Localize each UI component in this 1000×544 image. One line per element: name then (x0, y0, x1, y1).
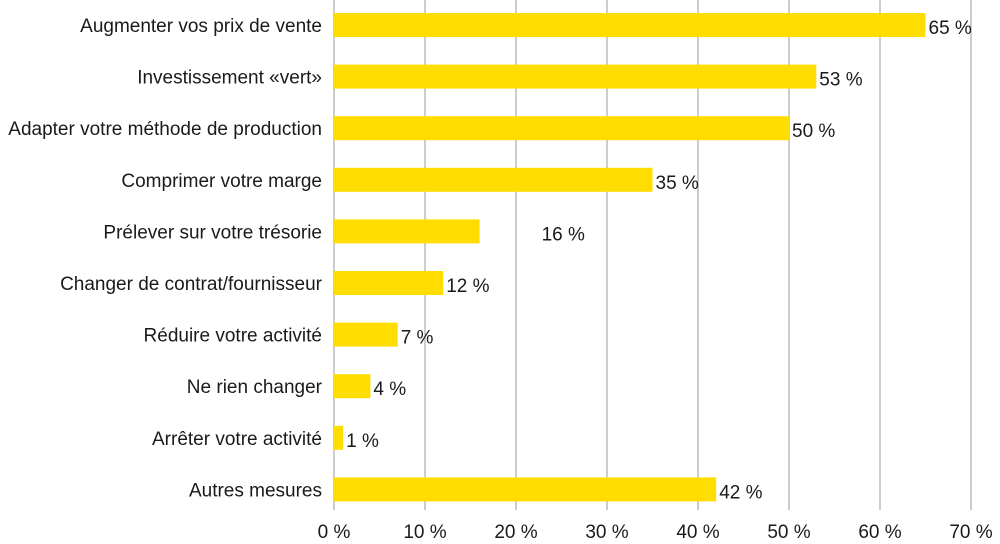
category-label: Réduire votre activité (144, 326, 322, 347)
x-tick-label: 70 % (949, 522, 992, 543)
x-tick-label: 0 % (318, 522, 351, 543)
value-label: 1 % (346, 431, 379, 452)
bar (334, 167, 653, 192)
bar (334, 477, 717, 502)
value-label: 16 % (542, 224, 585, 245)
bar (334, 374, 371, 399)
value-label: 4 % (373, 379, 406, 400)
category-label: Investissement «vert» (137, 68, 322, 89)
category-label: Ne rien changer (187, 377, 323, 398)
bar (334, 219, 480, 244)
value-label: 7 % (401, 328, 434, 349)
value-label: 50 % (792, 121, 835, 142)
category-label: Autres mesures (189, 480, 322, 501)
category-label: Augmenter vos prix de vente (80, 16, 322, 37)
x-axis-ticks: 0 % 10 % 20 % 30 % 40 % 50 % 60 % 70 % (318, 522, 993, 543)
value-labels: 65 % 53 % 50 % 35 % 16 % 12 % 7 % 4 % 1 % 42 % (346, 18, 972, 503)
category-label: Arrêter votre activité (152, 429, 322, 450)
category-label: Adapter votre méthode de production (8, 119, 322, 140)
bar (334, 116, 789, 141)
value-label: 35 % (656, 173, 699, 194)
x-tick-label: 60 % (858, 522, 901, 543)
bars (334, 13, 926, 502)
bar (334, 13, 926, 37)
x-tick-label: 40 % (676, 522, 719, 543)
value-label: 42 % (719, 482, 762, 503)
category-labels: Augmenter vos prix de vente Investissemen… (8, 16, 322, 501)
category-label: Changer de contrat/fournisseur (60, 274, 323, 295)
category-label: Comprimer votre marge (121, 171, 322, 192)
bar (334, 322, 398, 347)
x-tick-label: 50 % (767, 522, 810, 543)
bar (334, 64, 817, 89)
value-label: 53 % (819, 70, 862, 91)
x-tick-label: 20 % (494, 522, 537, 543)
bar (334, 425, 344, 450)
category-label: Prélever sur votre trésorie (103, 222, 322, 243)
value-label: 12 % (446, 276, 489, 297)
bar (334, 271, 444, 295)
x-tick-label: 10 % (403, 522, 446, 543)
x-tick-label: 30 % (585, 522, 628, 543)
value-label: 65 % (929, 18, 972, 39)
